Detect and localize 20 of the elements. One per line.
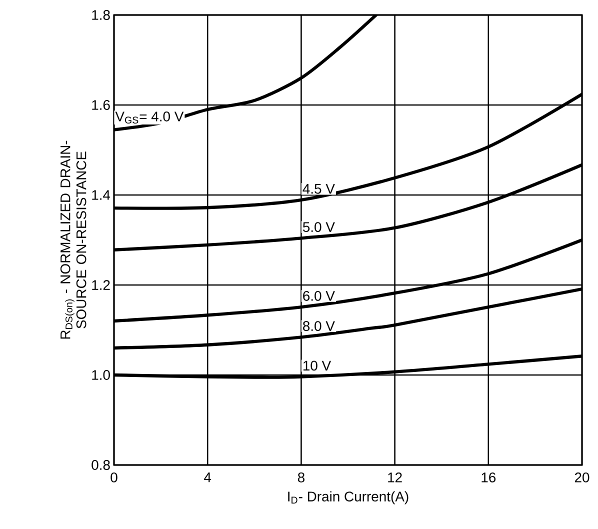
y-tick-label: 1.4 — [92, 190, 110, 200]
y-tick-label: 1.2 — [92, 280, 110, 290]
series-label: V$_{GS}$= 4.0 V — [115, 112, 184, 124]
y-tick-label: 1.0 — [92, 370, 110, 380]
y-tick-label: 1.6 — [92, 100, 110, 110]
x-axis-title: I$_{D}$- Drain Current(A) — [288, 491, 408, 504]
x-tick-label: 20 — [574, 472, 590, 482]
series-label: 8.0 V — [303, 321, 335, 332]
series-label: 10 V — [303, 360, 332, 371]
x-tick-label: 16 — [482, 472, 496, 482]
series-label: 6.0 V — [303, 290, 335, 301]
x-tick-label: 0 — [110, 472, 118, 482]
x-tick-label: 8 — [298, 472, 304, 482]
y-tick-label: 1.8 — [92, 10, 110, 20]
y-axis-title: R$_{DS(on)}$ - NORMALIZED DRAIN-SOURCE ON-RESISTANCE — [60, 140, 86, 339]
series-label: 4.5 V — [302, 184, 335, 194]
y-tick-label: 0.8 — [92, 460, 110, 470]
series-label: 5.0 V — [302, 222, 335, 232]
x-tick-label: 12 — [388, 472, 402, 482]
x-tick-label: 4 — [204, 472, 212, 482]
